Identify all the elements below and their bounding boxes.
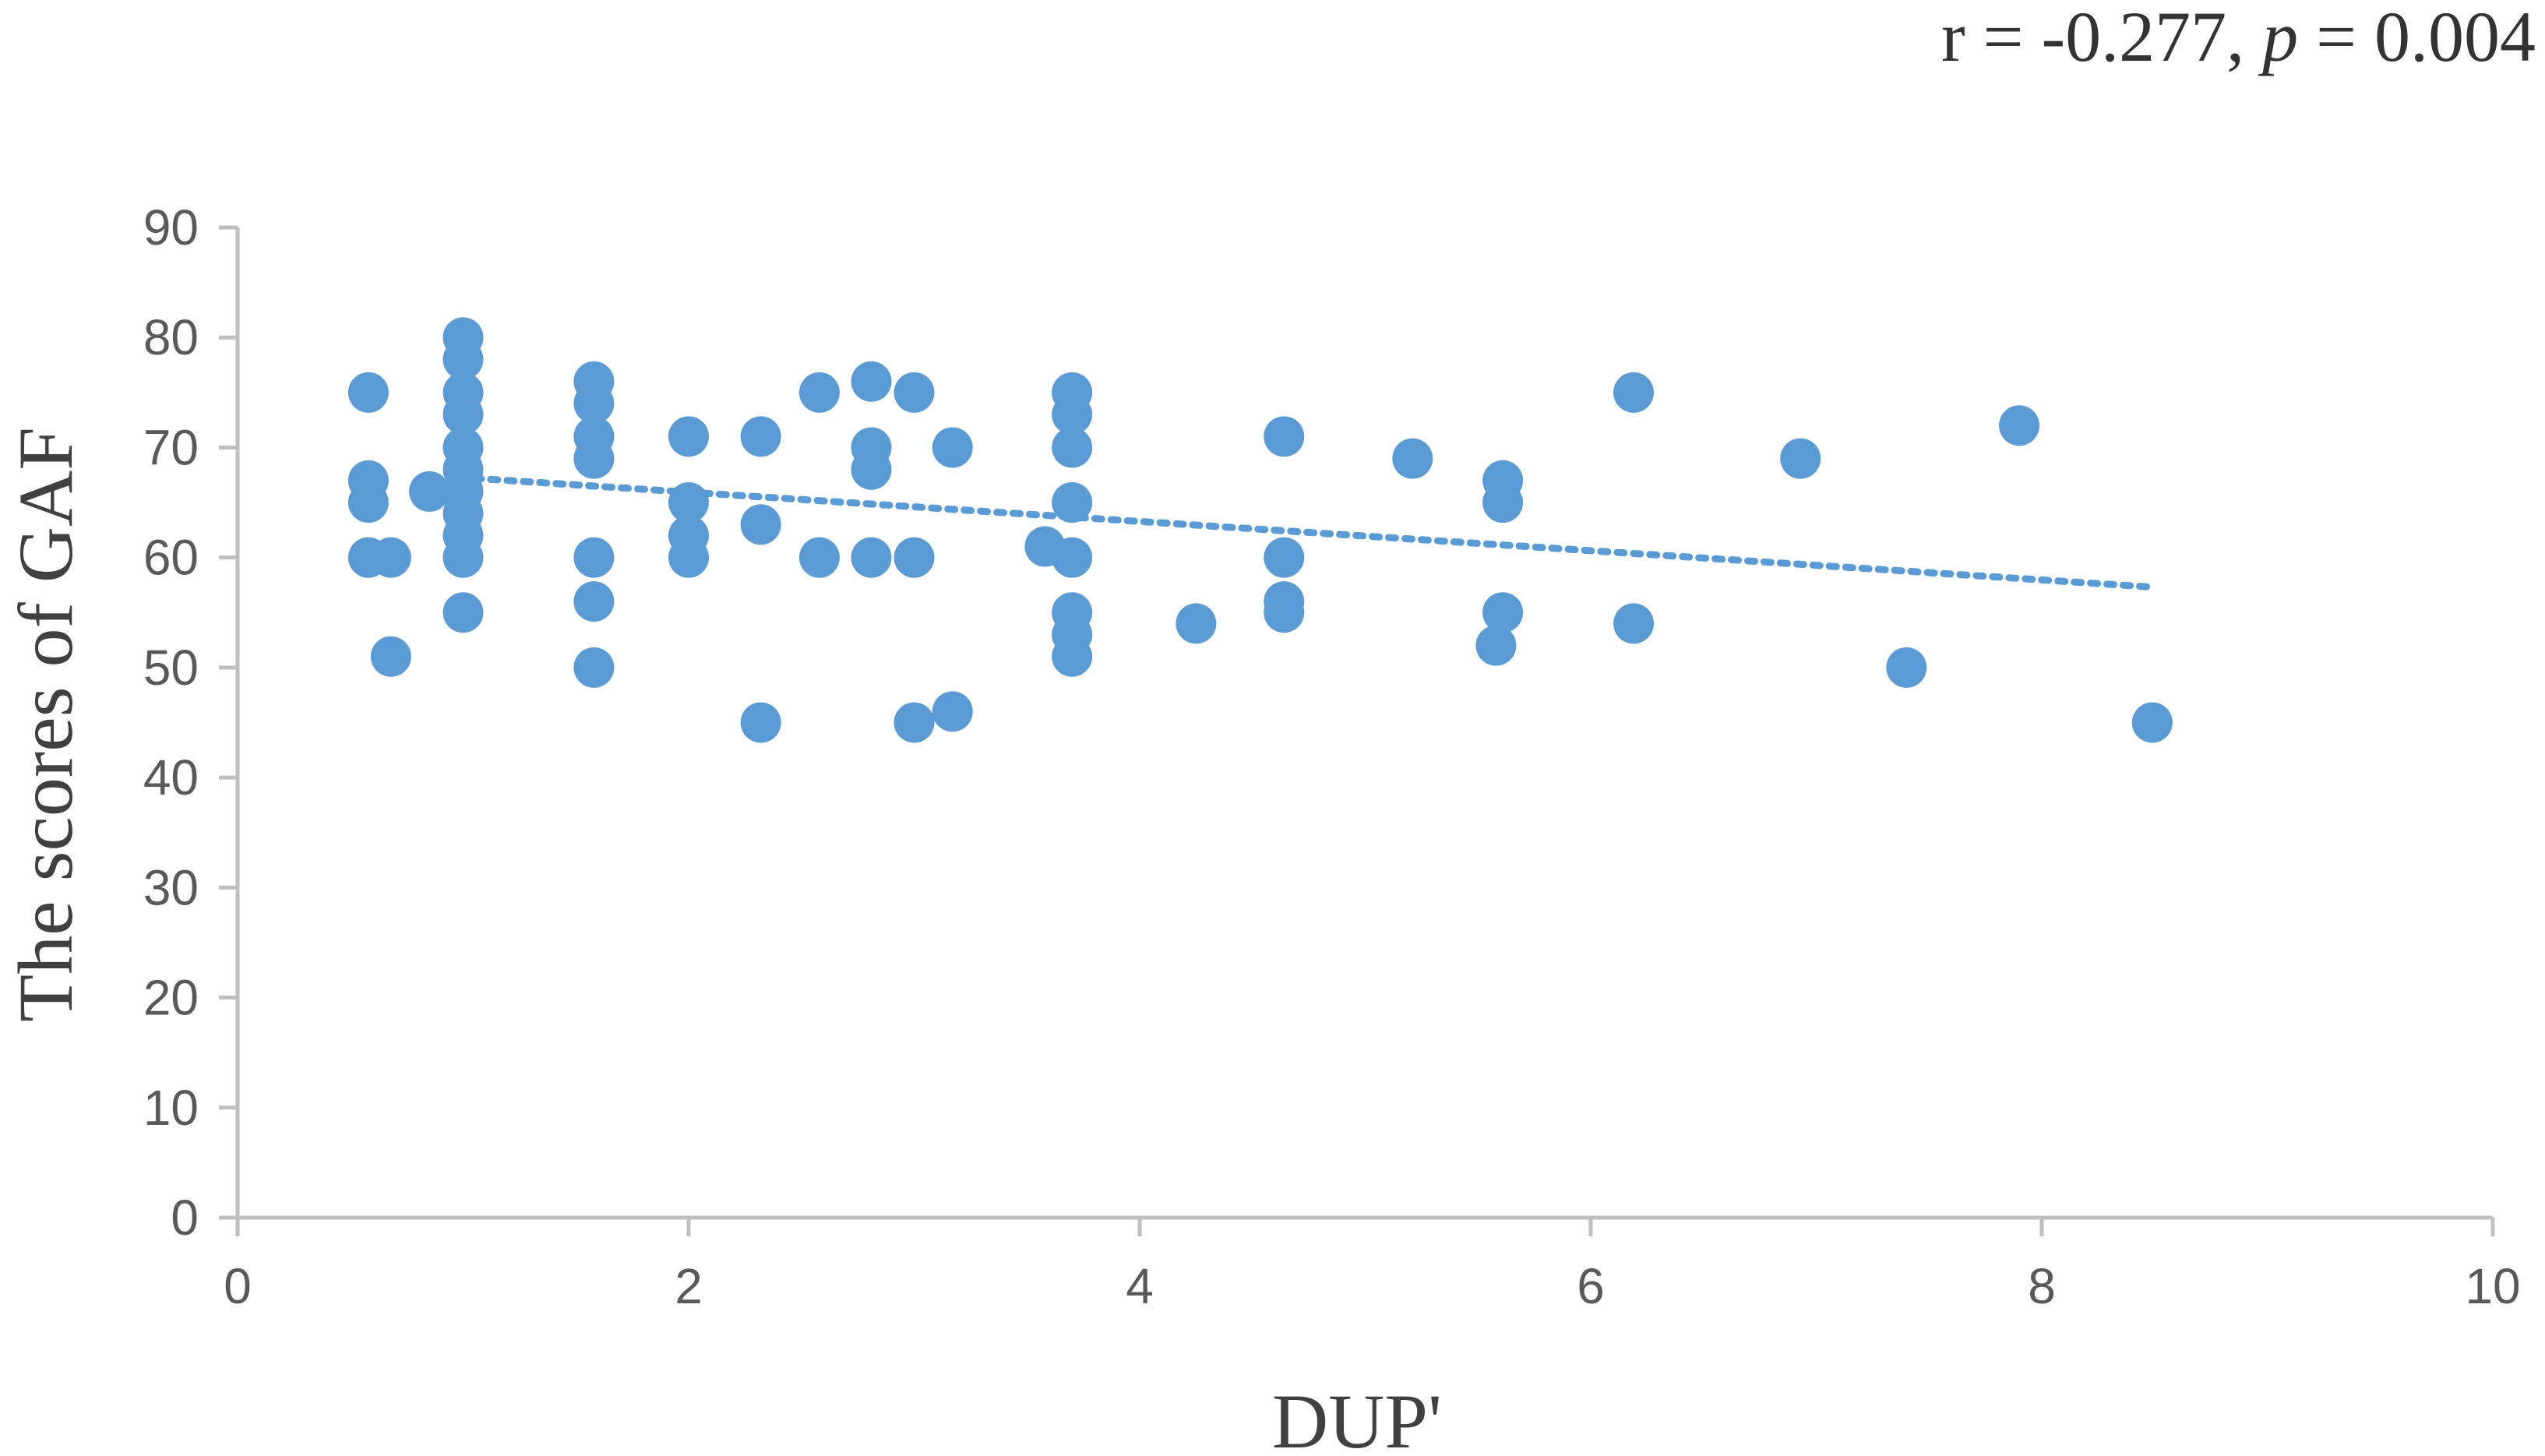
data-point — [1176, 603, 1217, 644]
data-point — [851, 449, 892, 490]
data-point — [370, 636, 411, 677]
data-point — [442, 339, 484, 380]
y-tick-label: 20 — [143, 970, 199, 1026]
data-point — [1052, 482, 1093, 524]
y-tick-label: 50 — [143, 640, 199, 696]
y-axis-ticks: 0 10 20 30 40 50 60 70 80 90 — [143, 199, 238, 1246]
y-axis-title: The scores of GAF — [2, 427, 89, 1022]
data-point — [740, 416, 781, 457]
x-tick-label: 6 — [1577, 1258, 1605, 1314]
data-point — [740, 702, 781, 743]
x-tick-label: 10 — [2465, 1258, 2520, 1314]
y-tick-label: 70 — [143, 419, 199, 475]
data-point — [1780, 438, 1821, 479]
annotation-suffix: = 0.004 — [2298, 0, 2536, 76]
data-point — [668, 416, 709, 457]
data-point — [442, 394, 484, 435]
data-point — [1482, 482, 1524, 524]
data-point — [851, 537, 892, 578]
trend-line — [471, 474, 2159, 591]
data-point — [1886, 647, 1927, 688]
data-point — [442, 592, 484, 633]
data-point — [1475, 625, 1517, 666]
data-point — [347, 482, 389, 524]
y-tick-label: 30 — [143, 859, 199, 915]
data-point — [798, 372, 840, 413]
y-tick-label: 80 — [143, 309, 199, 365]
data-point — [1392, 438, 1433, 479]
data-point — [894, 372, 935, 413]
y-tick-label: 90 — [143, 199, 199, 256]
data-point — [573, 383, 615, 424]
data-point — [573, 647, 615, 688]
data-point — [932, 427, 973, 468]
y-tick-label: 40 — [143, 749, 199, 806]
y-tick-label: 10 — [143, 1080, 199, 1136]
data-point — [1999, 405, 2040, 446]
data-point — [1264, 416, 1305, 457]
data-points — [347, 317, 2173, 743]
data-point — [894, 537, 935, 578]
data-point — [851, 361, 892, 402]
x-tick-label: 2 — [675, 1258, 703, 1314]
data-point — [573, 438, 615, 479]
x-tick-label: 0 — [224, 1258, 252, 1314]
x-axis-ticks: 0 2 4 6 8 10 — [224, 1218, 2521, 1314]
correlation-annotation: r = -0.277, p = 0.004 — [1941, 0, 2536, 76]
data-point — [798, 537, 840, 578]
data-point — [573, 537, 615, 578]
data-point — [1613, 603, 1655, 644]
annotation-p-symbol: p — [2258, 0, 2298, 76]
data-point — [1052, 636, 1093, 677]
data-point — [370, 537, 411, 578]
y-tick-label: 0 — [171, 1190, 199, 1246]
data-point — [668, 537, 709, 578]
data-point — [1482, 592, 1524, 633]
data-point — [1052, 537, 1093, 578]
data-point — [1264, 537, 1305, 578]
data-point — [347, 372, 389, 413]
x-tick-label: 8 — [2028, 1258, 2056, 1314]
data-point — [894, 702, 935, 743]
data-point — [409, 471, 450, 512]
data-point — [1052, 427, 1093, 468]
data-point — [668, 482, 709, 524]
y-tick-label: 60 — [143, 530, 199, 586]
x-tick-label: 4 — [1126, 1258, 1154, 1314]
data-point — [442, 537, 484, 578]
annotation-prefix: r = -0.277, — [1941, 0, 2262, 76]
data-point — [1264, 592, 1305, 633]
data-point — [1613, 372, 1655, 413]
data-point — [2131, 702, 2173, 743]
x-axis-title: DUP' — [1272, 1378, 1442, 1456]
data-point — [1052, 394, 1093, 435]
data-point — [740, 504, 781, 545]
data-point — [932, 691, 973, 732]
data-point — [573, 581, 615, 622]
